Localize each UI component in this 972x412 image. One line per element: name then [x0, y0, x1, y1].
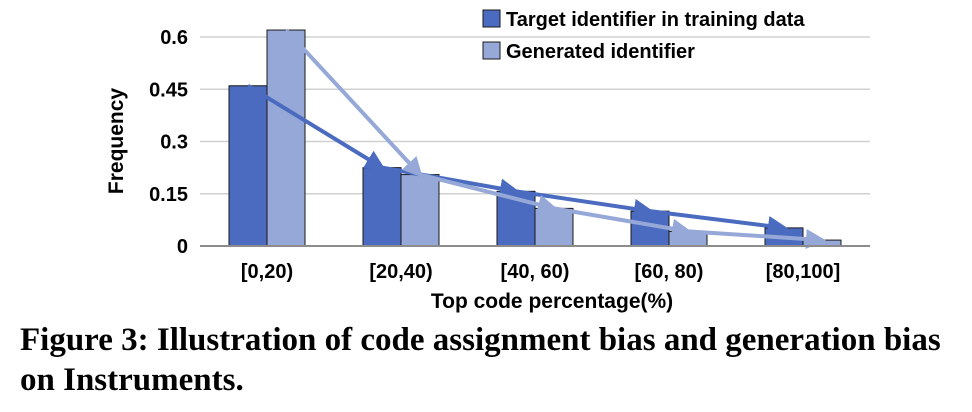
bar-chart: 0 0.15 0.3 0.45 0.6 [0,20) [20,40) [40, 60) [60…	[105, 9, 870, 313]
figure-caption: Figure 3: Illustration of code assignmen…	[20, 322, 941, 398]
legend-swatch	[482, 9, 501, 28]
bar-generated	[534, 207, 574, 247]
y-axis-title: Frequency	[105, 88, 128, 195]
legend: Target identifier in training data Genera…	[482, 9, 805, 63]
x-tick-labels: [0,20) [20,40) [40, 60) [60, 80) [80,100]	[241, 261, 840, 283]
x-tick-label: [40, 60)	[501, 261, 570, 283]
y-tick-label: 0.45	[149, 79, 188, 101]
trend-arrow-generated	[284, 28, 423, 178]
trend-arrow-generated	[687, 229, 826, 250]
bar-target	[362, 167, 402, 247]
y-tick-labels: 0 0.15 0.3 0.45 0.6	[149, 27, 188, 258]
trend-arrow-target	[649, 209, 788, 236]
trend-arrow-target	[515, 189, 654, 219]
legend-label: Generated identifier	[506, 41, 695, 63]
x-tick-label: [20,40)	[369, 261, 432, 283]
trend-lines	[246, 28, 826, 250]
y-tick-label: 0.6	[160, 27, 188, 49]
legend-label: Target identifier in training data	[506, 9, 805, 31]
y-tick-label: 0.3	[160, 132, 188, 154]
y-tick-label: 0.15	[149, 184, 188, 206]
bar-target	[228, 85, 268, 247]
y-tick-label: 0	[177, 236, 188, 258]
x-tick-label: [60, 80)	[635, 261, 704, 283]
bar-generated	[400, 174, 440, 247]
trend-arrow-generated	[419, 172, 558, 215]
trend-arrow-target	[246, 84, 386, 170]
x-tick-label: [80,100]	[766, 261, 841, 283]
legend-swatch	[482, 41, 501, 60]
x-axis-title: Top code percentage(%)	[431, 290, 673, 313]
x-tick-label: [0,20)	[241, 261, 293, 283]
trend-arrow-generated	[553, 206, 692, 239]
bar-generated	[266, 29, 306, 247]
